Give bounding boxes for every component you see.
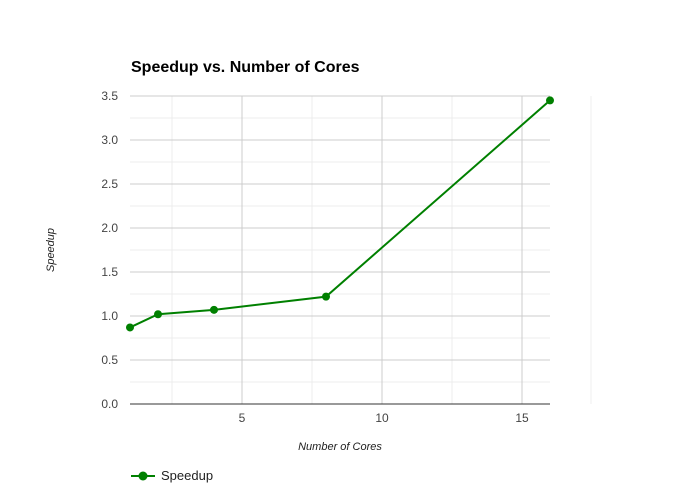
y-tick-label: 1.0 (101, 309, 118, 323)
series-line (129, 99, 551, 329)
x-tick-label: 15 (515, 411, 529, 425)
data-point (126, 323, 134, 332)
y-tick-label: 0.0 (101, 397, 118, 411)
x-tick-label: 10 (375, 411, 389, 425)
y-tick-label: 2.5 (101, 177, 118, 191)
y-tick-label: 3.5 (101, 89, 118, 103)
y-tick-label: 2.0 (101, 221, 118, 235)
chart-title: Speedup vs. Number of Cores (131, 59, 360, 76)
legend-marker (138, 471, 148, 481)
y-axis-ticks: 0.0 0.5 1.0 1.5 2.0 2.5 3.0 3.5 (101, 89, 118, 411)
y-tick-label: 0.5 (101, 353, 118, 367)
grid-lines (130, 95, 592, 404)
data-point (154, 310, 162, 319)
x-tick-label: 5 (239, 411, 246, 425)
x-axis-label: Number of Cores (298, 441, 382, 453)
series-speedup (126, 96, 554, 332)
y-tick-label: 1.5 (101, 265, 118, 279)
y-tick-label: 3.0 (101, 133, 118, 147)
legend-label-speedup: Speedup (161, 468, 213, 483)
legend[interactable]: Speedup (131, 468, 213, 483)
y-axis-label: Speedup (45, 228, 57, 272)
data-point (210, 305, 218, 314)
data-point (322, 292, 330, 301)
x-axis-ticks: 5 10 15 (239, 411, 529, 425)
data-point (546, 96, 554, 105)
